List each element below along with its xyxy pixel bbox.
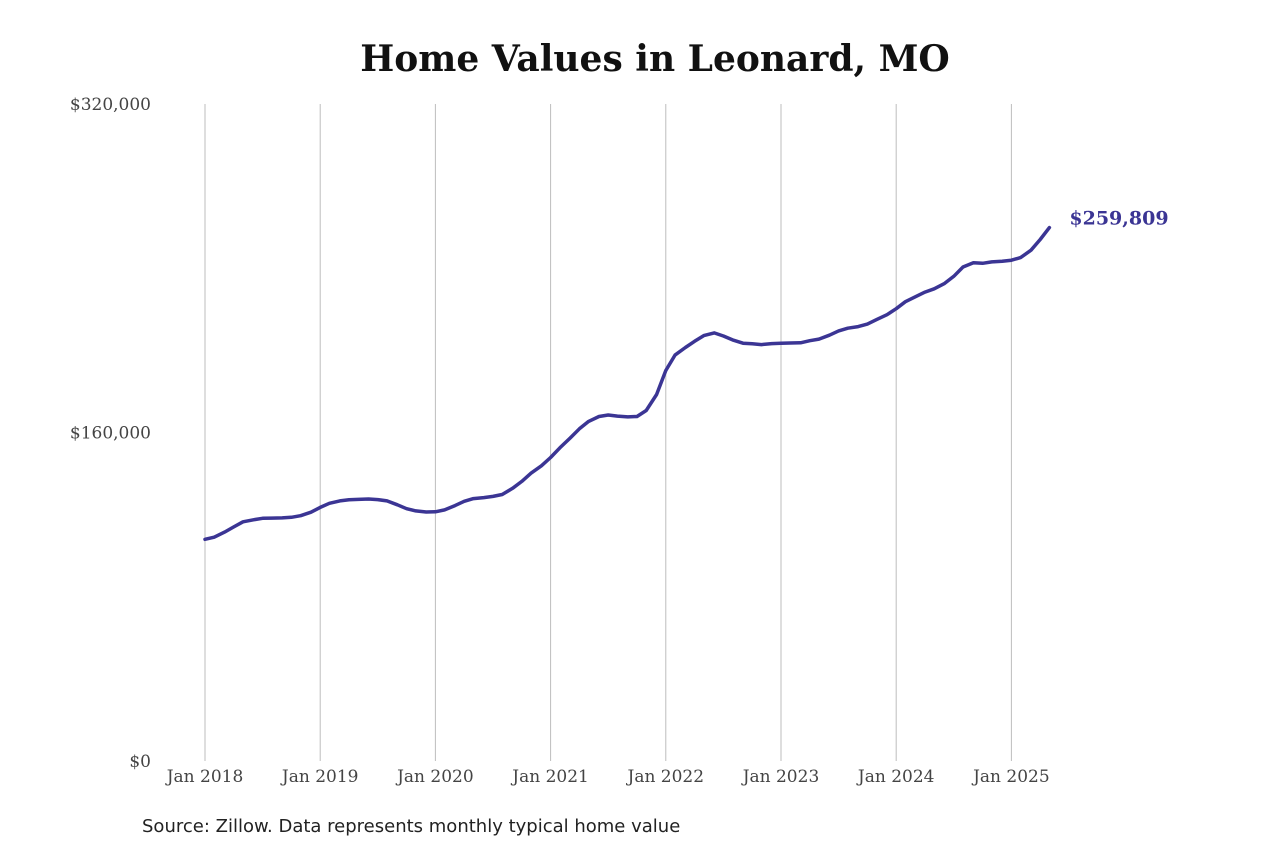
x-tick-label: Jan 2020 bbox=[395, 767, 474, 787]
series-line bbox=[203, 225, 1052, 542]
x-tick-label: Jan 2019 bbox=[280, 767, 359, 787]
y-tick-label: $160,000 bbox=[70, 424, 151, 444]
end-value-label: $259,809 bbox=[1069, 208, 1168, 230]
source-note: Source: Zillow. Data represents monthly … bbox=[142, 816, 681, 837]
x-tick-label: Jan 2018 bbox=[165, 767, 244, 787]
x-tick-label: Jan 2021 bbox=[510, 767, 589, 787]
chart-title: Home Values in Leonard, MO bbox=[360, 38, 950, 80]
x-tick-label: Jan 2024 bbox=[856, 767, 935, 787]
y-tick-label: $320,000 bbox=[70, 95, 151, 115]
x-tick-label: Jan 2025 bbox=[971, 767, 1050, 787]
x-tick-label: Jan 2022 bbox=[626, 767, 705, 787]
x-tick-label: Jan 2023 bbox=[741, 767, 820, 787]
y-tick-label: $0 bbox=[129, 752, 151, 772]
